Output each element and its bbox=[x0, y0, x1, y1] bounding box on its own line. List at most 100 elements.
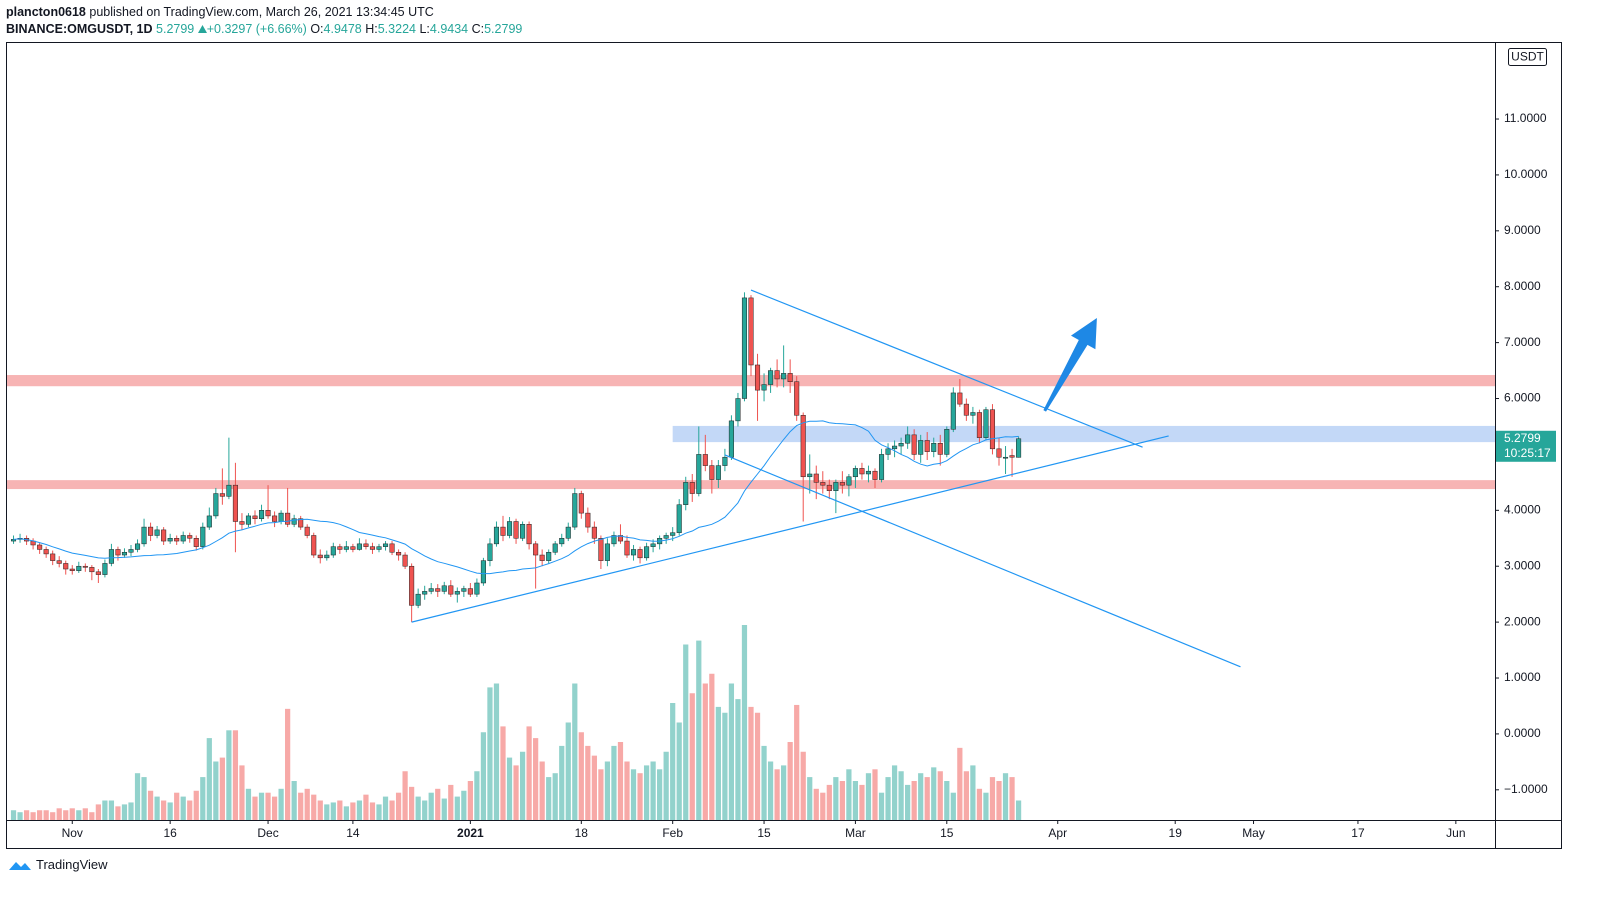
volume-bar bbox=[996, 781, 1002, 820]
volume-bar bbox=[820, 792, 826, 820]
candle-body bbox=[735, 398, 741, 422]
countdown: 10:25:17 bbox=[1504, 446, 1551, 460]
x-tick-label: 14 bbox=[346, 826, 360, 840]
x-tick-label: 15 bbox=[940, 826, 954, 840]
candle-body bbox=[206, 515, 212, 528]
legend-value: 5.3224 bbox=[377, 22, 416, 36]
volume-bar bbox=[546, 777, 552, 820]
y-tick-label: 7.0000 bbox=[1504, 335, 1541, 349]
y-tick-label: 0.0000 bbox=[1504, 726, 1541, 740]
symbol: BINANCE:OMGUSDT, 1D bbox=[6, 22, 153, 36]
candle-body bbox=[369, 546, 376, 550]
volume-bar bbox=[865, 773, 872, 820]
volume-bar bbox=[304, 788, 310, 820]
volume-bar bbox=[565, 722, 571, 820]
y-tick-label: 9.0000 bbox=[1504, 223, 1541, 237]
volume-bar bbox=[376, 804, 382, 820]
candle-body bbox=[872, 470, 878, 480]
candle-body bbox=[500, 526, 506, 536]
volume-bar bbox=[422, 800, 428, 820]
candle-body bbox=[50, 553, 56, 561]
volume-bar bbox=[513, 765, 519, 820]
candle-body bbox=[121, 551, 128, 556]
volume-bar bbox=[487, 687, 493, 820]
candle-body bbox=[37, 544, 43, 550]
volume-bar bbox=[389, 800, 395, 820]
volume-bar bbox=[761, 745, 767, 820]
candle-body bbox=[167, 538, 173, 542]
candle-body bbox=[454, 591, 460, 595]
y-tick-label: 1.0000 bbox=[1504, 670, 1541, 684]
candle-body bbox=[754, 364, 761, 391]
volume-bar bbox=[696, 640, 702, 820]
x-tick-label: Apr bbox=[1048, 826, 1067, 840]
volume-bar bbox=[585, 745, 591, 820]
candle-body bbox=[291, 518, 297, 525]
volume-bar bbox=[102, 800, 108, 820]
volume-bar bbox=[859, 784, 865, 820]
volume-bar bbox=[950, 792, 956, 820]
volume-bar bbox=[846, 769, 852, 820]
candle-body bbox=[722, 456, 728, 466]
candle-body bbox=[892, 445, 898, 450]
volume-bar bbox=[30, 812, 36, 820]
candle-body bbox=[885, 448, 891, 455]
candle-body bbox=[1016, 438, 1022, 458]
candle-body bbox=[63, 563, 69, 570]
x-tick-label: Jun bbox=[1446, 826, 1465, 840]
candle-body bbox=[552, 543, 558, 553]
x-tick-label: May bbox=[1242, 826, 1265, 840]
moving-average bbox=[13, 420, 1019, 575]
candle-body bbox=[794, 381, 800, 416]
volume-bar bbox=[17, 812, 23, 820]
currency: USDT bbox=[1511, 50, 1544, 64]
candle-body bbox=[787, 373, 793, 382]
volume-bar bbox=[944, 781, 950, 820]
volume-bar bbox=[911, 781, 917, 820]
volume-bar bbox=[526, 726, 532, 820]
candle-body bbox=[852, 468, 858, 478]
volume-bar bbox=[363, 794, 369, 820]
candle-body bbox=[859, 468, 865, 475]
candle-body bbox=[800, 415, 806, 478]
volume-bar bbox=[702, 683, 708, 820]
candle-body bbox=[239, 521, 245, 525]
trendline bbox=[750, 289, 1143, 448]
volume-bar bbox=[976, 788, 983, 820]
y-tick-label: 10.0000 bbox=[1504, 167, 1548, 181]
candle-body bbox=[559, 538, 565, 545]
volume-bar bbox=[43, 810, 49, 820]
candle-body bbox=[702, 454, 708, 466]
volume-bar bbox=[1009, 777, 1015, 820]
chart-frame bbox=[6, 42, 1562, 849]
publish-line: plancton0618 published on TradingView.co… bbox=[6, 4, 522, 21]
volume-bar bbox=[291, 781, 297, 820]
volume-bar bbox=[174, 792, 180, 820]
volume-bar bbox=[754, 712, 761, 820]
last-price: 5.2799 bbox=[156, 22, 195, 36]
volume-bar bbox=[1015, 800, 1022, 820]
volume-bar bbox=[232, 730, 239, 820]
volume-bar bbox=[748, 706, 754, 820]
candle-body bbox=[43, 549, 49, 555]
volume-bar bbox=[957, 747, 963, 820]
price-label: 5.2799 bbox=[1504, 431, 1541, 445]
candle-body bbox=[944, 429, 950, 455]
candle-body bbox=[683, 482, 689, 505]
y-tick-label: 2.0000 bbox=[1504, 614, 1541, 628]
candle-body bbox=[748, 297, 754, 366]
legend-key: O: bbox=[310, 22, 324, 36]
candle-body bbox=[820, 482, 826, 486]
candle-body bbox=[781, 373, 787, 380]
volume-bar bbox=[108, 800, 115, 820]
volume-bar bbox=[963, 771, 969, 820]
candle-body bbox=[676, 504, 682, 533]
candle-body bbox=[350, 546, 356, 550]
volume-bar bbox=[715, 706, 721, 820]
volume-bar bbox=[722, 712, 728, 820]
volume-bar bbox=[813, 788, 819, 820]
y-tick-label: 4.0000 bbox=[1504, 502, 1541, 516]
candle-body bbox=[611, 535, 617, 545]
candle-body bbox=[324, 554, 330, 559]
